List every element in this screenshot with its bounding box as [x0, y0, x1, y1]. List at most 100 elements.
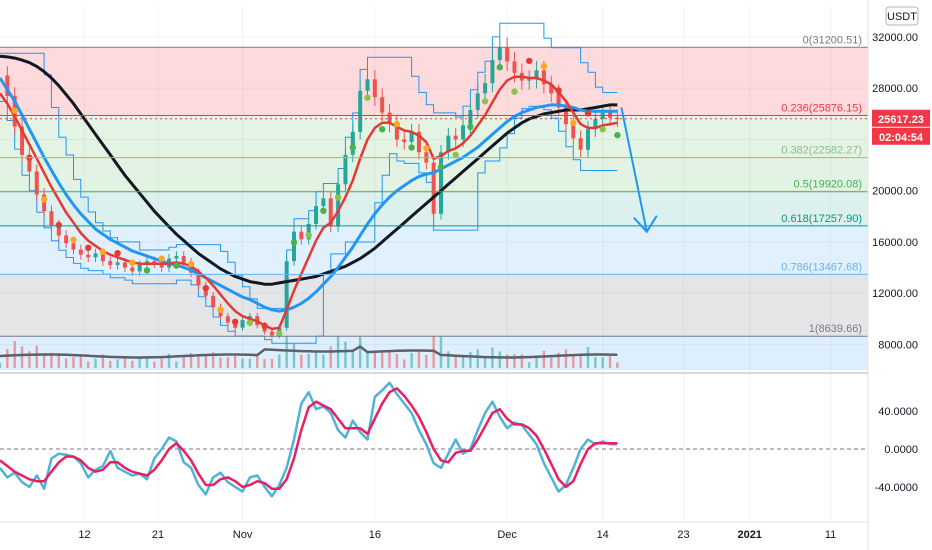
candle-body — [336, 184, 341, 227]
candle-body — [439, 152, 443, 214]
volume-ma-line — [0, 344, 618, 359]
volume-bar — [0, 363, 2, 368]
candle-body — [49, 211, 54, 226]
volume-bar — [167, 353, 171, 368]
volume-bar — [373, 352, 377, 368]
last-price-value: 25617.23 — [878, 114, 924, 126]
candle-body — [122, 262, 127, 268]
time-tick-label: Dec — [497, 529, 517, 541]
signal-dot — [290, 239, 298, 246]
candle-body — [130, 267, 135, 272]
volume-bar — [447, 351, 450, 368]
fib-level-label: 0.618(17257.90) — [781, 213, 862, 225]
time-tick-label: 2021 — [737, 529, 761, 541]
price-tick-label: 12000.00 — [872, 288, 918, 300]
volume-bar — [285, 336, 288, 368]
candle-body — [100, 253, 105, 262]
candle-body — [34, 171, 39, 195]
signal-dot — [393, 120, 401, 128]
candle-body — [321, 198, 326, 207]
candle-body — [483, 83, 488, 94]
signal-dot — [232, 318, 239, 325]
candle-body — [350, 131, 355, 155]
volume-bar — [557, 352, 560, 368]
candle-body — [578, 138, 583, 150]
osc-slow-line — [0, 387, 618, 491]
volume-bar — [204, 355, 207, 368]
volume-bar — [550, 357, 553, 368]
signal-dot — [408, 144, 415, 151]
last-price-tag — [872, 109, 930, 127]
price-tick-label: 20000.00 — [872, 186, 918, 198]
time-tick-label: 11 — [825, 529, 836, 541]
candle-body — [394, 124, 399, 140]
signal-dot — [129, 259, 136, 266]
candle-body — [416, 131, 421, 153]
fib-level-label: 1(8639.66) — [809, 323, 862, 335]
candle-body — [137, 264, 142, 272]
ma-slow-line — [0, 54, 618, 286]
volume-bar — [439, 336, 443, 368]
volume-bar — [278, 354, 281, 368]
volume-bar — [94, 358, 97, 368]
volume-bar — [542, 350, 546, 368]
candle-body — [505, 47, 510, 62]
candle-body — [468, 110, 473, 126]
candle-body — [292, 231, 296, 262]
volume-bar — [564, 349, 568, 368]
signal-dot — [85, 244, 92, 252]
volume-bar — [72, 357, 75, 368]
time-tick-label: 12 — [78, 529, 90, 541]
signal-dot — [202, 284, 209, 292]
candle-body — [152, 261, 157, 264]
signal-dot — [511, 88, 518, 95]
volume-bar — [256, 353, 259, 368]
volume-bar — [535, 355, 538, 368]
volume-bar — [248, 358, 252, 368]
signal-dot — [40, 196, 48, 203]
volume-bar — [109, 360, 112, 368]
candle-body — [27, 154, 32, 172]
volume-bar — [322, 354, 325, 368]
signal-dot — [423, 145, 430, 152]
osc-tick-label: 40.0000 — [878, 406, 918, 418]
volume-bar — [395, 354, 399, 368]
candle-body — [284, 261, 289, 328]
candle-body — [453, 135, 458, 140]
fib-level-label: 0.382(22582.27) — [781, 145, 862, 157]
candle-body — [174, 256, 179, 259]
candle-body — [527, 79, 532, 81]
candle-body — [446, 135, 451, 153]
volume-bar — [403, 359, 406, 368]
osc-tick-label: -40.0000 — [875, 482, 918, 494]
candle-body — [299, 231, 304, 240]
fib-level-label: 0(31200.51) — [803, 34, 862, 46]
signal-dot — [114, 250, 121, 257]
channel-upper — [0, 22, 618, 309]
signal-dot — [305, 231, 312, 239]
volume-bar — [292, 343, 296, 368]
signal-dot — [70, 236, 77, 243]
candle-body — [71, 243, 76, 250]
volume-bar — [594, 357, 597, 368]
signal-dot — [187, 260, 195, 268]
osc-fast-line — [0, 381, 618, 498]
candle-body — [512, 61, 517, 73]
candle-body — [365, 79, 370, 91]
volume-bar — [87, 361, 90, 368]
candle-body — [549, 84, 554, 94]
candle-body — [78, 249, 83, 255]
signal-dots-layer — [11, 57, 621, 337]
candle-body — [86, 254, 91, 258]
signal-dot — [496, 64, 503, 71]
candle-body — [475, 93, 480, 111]
volume-layer — [0, 336, 619, 368]
countdown-tag — [872, 127, 930, 145]
signal-dot — [364, 94, 371, 101]
signal-dot — [276, 330, 283, 337]
time-tick-label: 16 — [369, 529, 381, 541]
currency-box[interactable] — [885, 6, 919, 26]
osc-tick-label: 0.0000 — [884, 444, 918, 456]
volume-bar — [241, 358, 244, 368]
